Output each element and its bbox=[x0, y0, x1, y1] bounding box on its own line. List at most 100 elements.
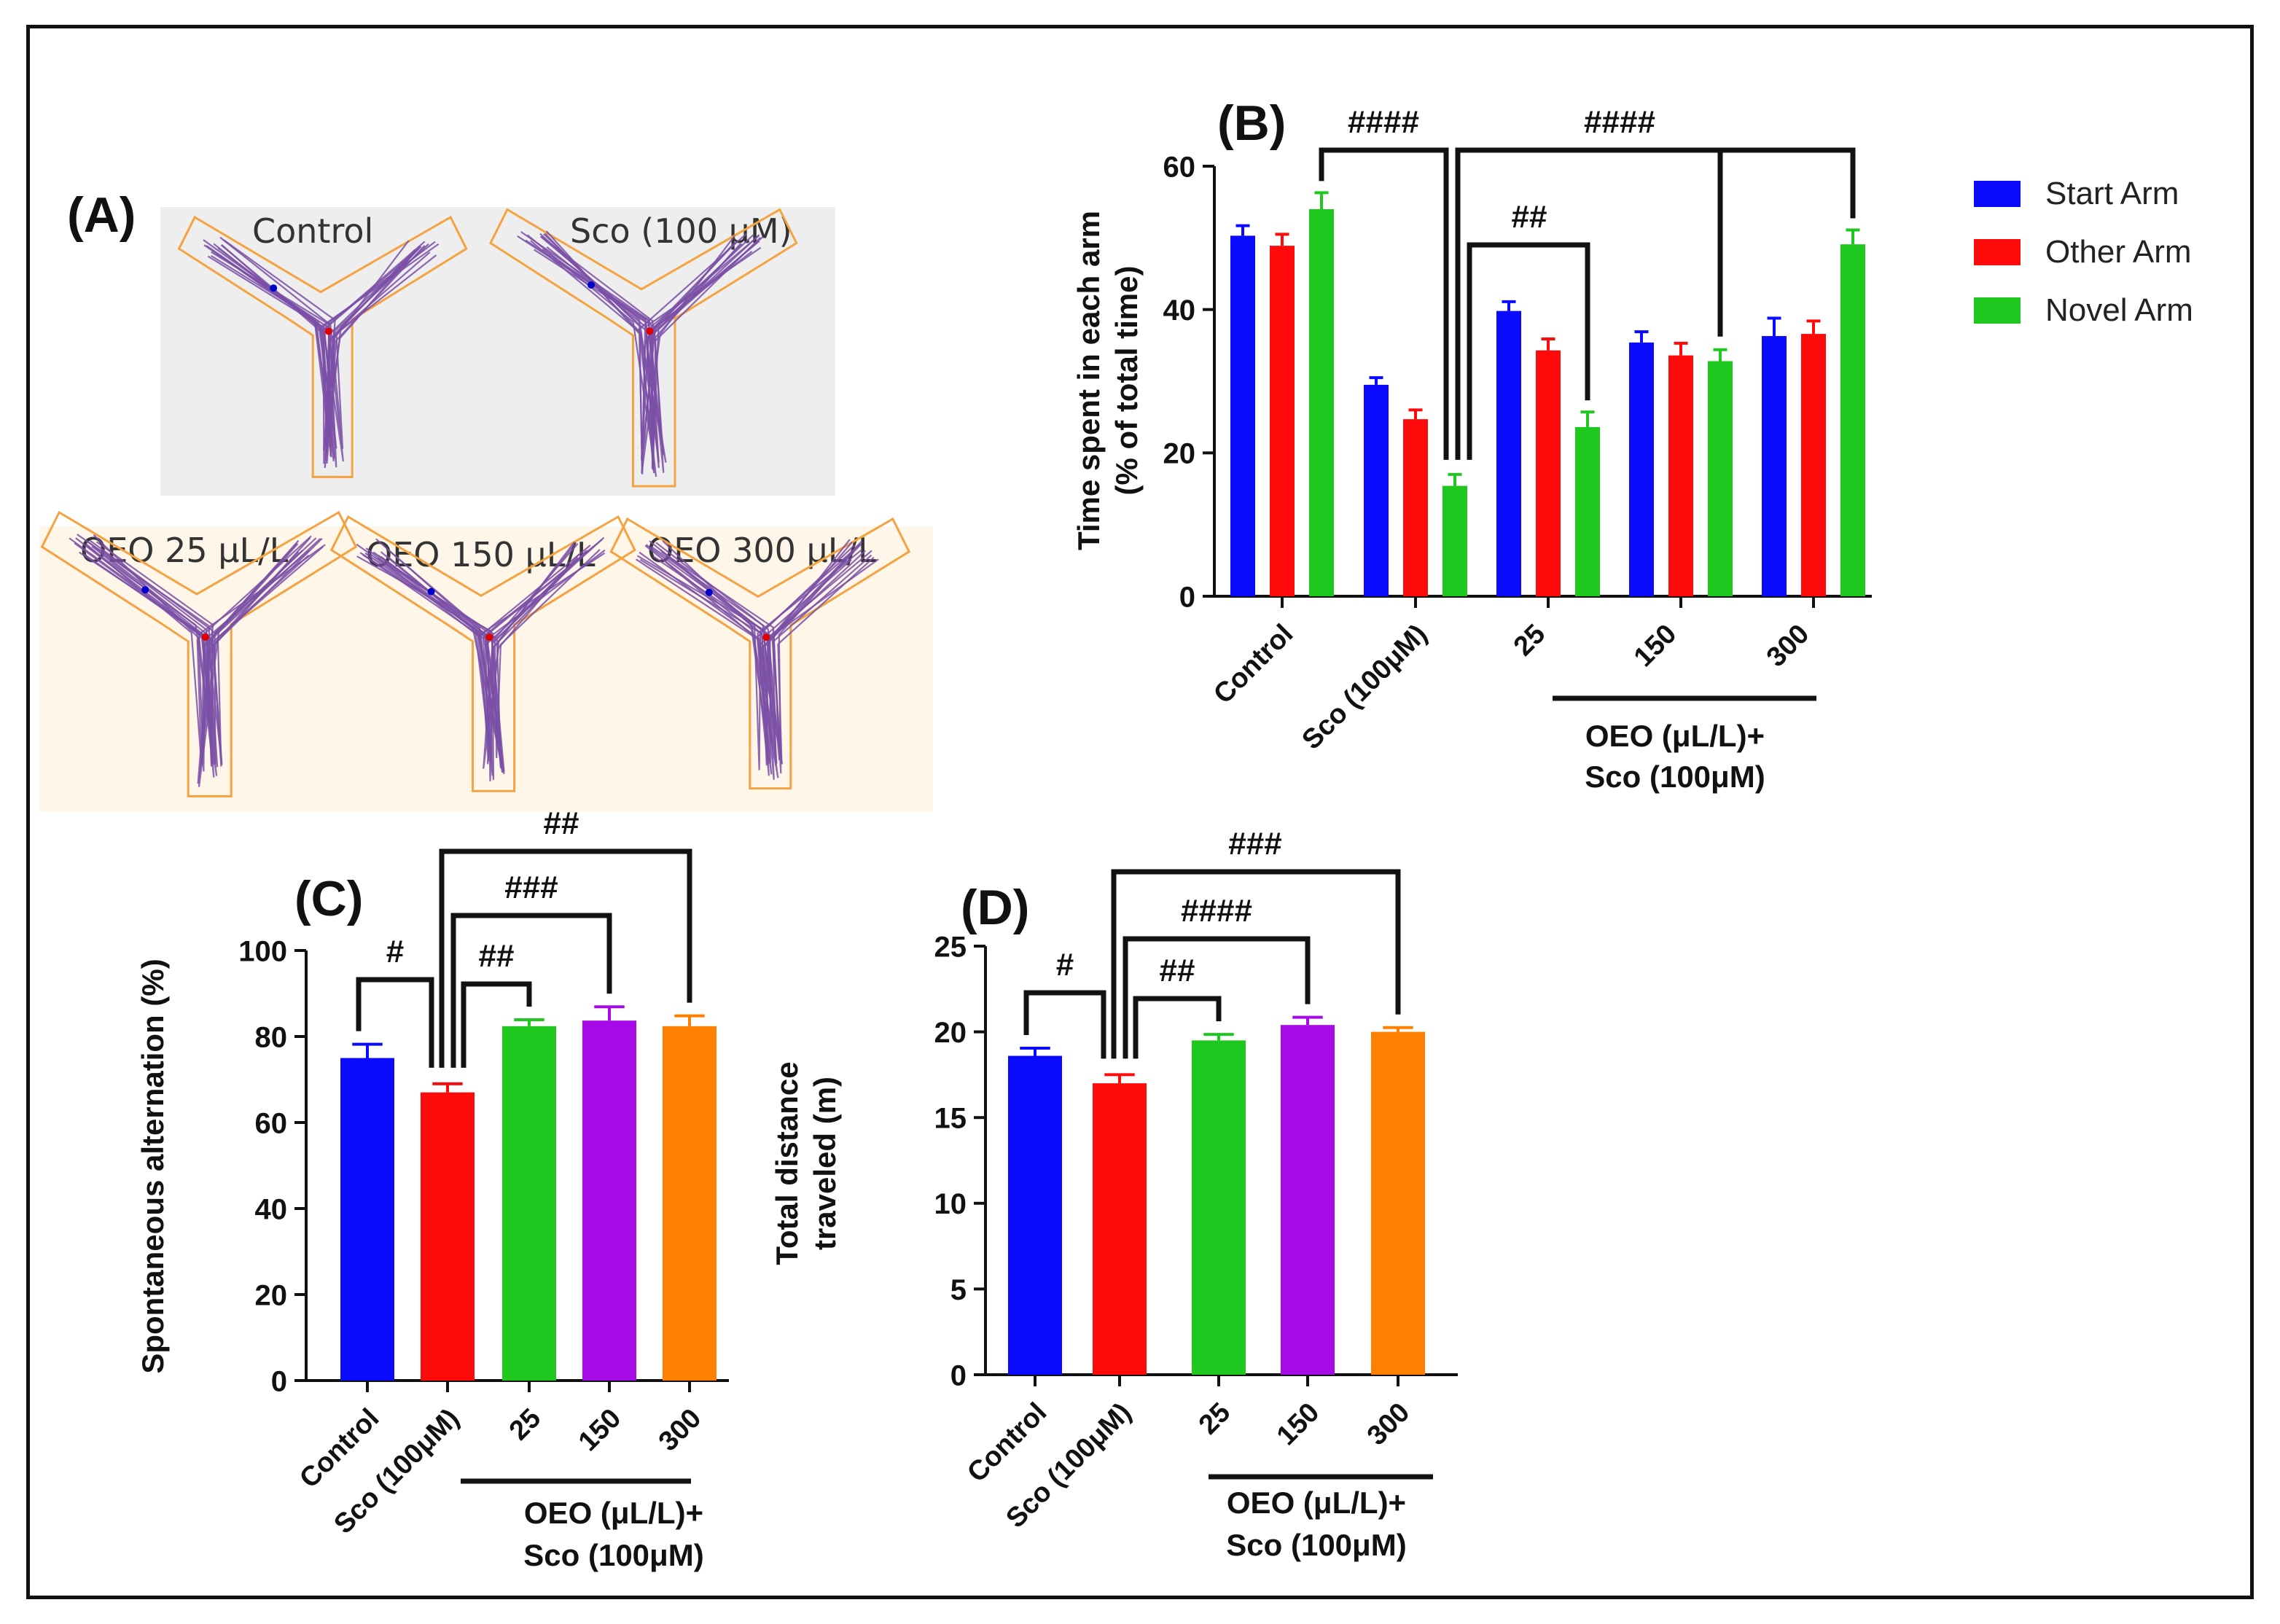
y-tick-label: 20 bbox=[1163, 438, 1196, 470]
end-dot bbox=[324, 327, 332, 335]
bar bbox=[1536, 350, 1561, 596]
bar bbox=[1230, 235, 1255, 596]
y-tick-label: 40 bbox=[255, 1193, 288, 1225]
arm-outline bbox=[609, 517, 911, 790]
y-tick-label: 20 bbox=[934, 1017, 967, 1049]
bar bbox=[1309, 209, 1334, 596]
y-tick-label: 20 bbox=[255, 1279, 288, 1311]
group-label: Sco (100μM) bbox=[523, 1538, 703, 1572]
x-tick-label: Control bbox=[1208, 619, 1299, 710]
y-tick-label: 60 bbox=[255, 1107, 288, 1139]
panel-letter-b: (B) bbox=[1217, 95, 1286, 151]
track-path bbox=[365, 536, 605, 773]
bar bbox=[663, 1026, 717, 1381]
bar bbox=[1403, 419, 1428, 596]
bar bbox=[1008, 1055, 1062, 1375]
significance-bracket bbox=[439, 848, 692, 1068]
significance-bracket bbox=[356, 977, 434, 1068]
bar bbox=[1496, 311, 1521, 596]
track-path bbox=[79, 543, 299, 765]
significance-bracket bbox=[1123, 936, 1311, 1059]
start-dot bbox=[141, 586, 149, 594]
x-tick-label: 150 bbox=[1271, 1397, 1326, 1452]
bar bbox=[1093, 1083, 1147, 1375]
significance-label: ## bbox=[1160, 953, 1195, 988]
significance-label: # bbox=[386, 934, 404, 969]
track-label-control: Control bbox=[252, 211, 374, 251]
arm-outline bbox=[177, 215, 468, 478]
legend-label: Novel Arm bbox=[2045, 292, 2193, 328]
y-maze bbox=[609, 517, 911, 790]
y-tick-label: 5 bbox=[950, 1274, 967, 1306]
significance-bracket bbox=[450, 913, 612, 1068]
legend-swatch bbox=[1974, 239, 2021, 265]
track-path bbox=[219, 236, 429, 460]
start-dot bbox=[427, 587, 435, 596]
significance-label: ### bbox=[504, 870, 558, 905]
y-tick-label: 10 bbox=[934, 1188, 967, 1220]
significance-label: #### bbox=[1181, 893, 1252, 929]
bar bbox=[1270, 246, 1295, 596]
bar bbox=[1575, 426, 1600, 596]
y-tick-label: 80 bbox=[255, 1021, 288, 1053]
significance-bracket bbox=[1467, 242, 1590, 460]
significance-label: ## bbox=[544, 805, 579, 841]
track-path bbox=[75, 537, 300, 765]
y-maze bbox=[40, 510, 358, 797]
group-label: OEO (μL/L)+ bbox=[1585, 719, 1765, 753]
panel-letter-a: (A) bbox=[67, 187, 136, 243]
significance-bracket bbox=[1455, 147, 1856, 460]
end-dot bbox=[485, 633, 493, 641]
y-maze bbox=[177, 215, 468, 478]
significance-label: ### bbox=[1228, 826, 1281, 862]
bar bbox=[1442, 485, 1467, 596]
bar bbox=[1840, 244, 1865, 596]
x-tick-label: 150 bbox=[573, 1403, 628, 1458]
group-label: OEO (μL/L)+ bbox=[1227, 1486, 1406, 1520]
chart-d-letter: (D) bbox=[961, 880, 1029, 935]
bar bbox=[1192, 1040, 1246, 1375]
y-axis-label: Total distance traveled (m) bbox=[770, 1061, 842, 1265]
group-label: Sco (100μM) bbox=[1226, 1528, 1406, 1562]
bar bbox=[502, 1026, 556, 1381]
track-path bbox=[387, 539, 603, 762]
legend-label: Start Arm bbox=[2045, 176, 2179, 211]
start-dot bbox=[270, 284, 278, 292]
significance-label: #### bbox=[1348, 104, 1419, 140]
track-path bbox=[526, 233, 747, 477]
end-dot bbox=[646, 327, 654, 335]
bar bbox=[1364, 384, 1389, 596]
significance-label: #### bbox=[1584, 104, 1655, 140]
track-path bbox=[530, 240, 743, 474]
y-axis-label: Time spent in each arm (% of total time) bbox=[1071, 211, 1144, 550]
bar bbox=[1281, 1025, 1335, 1375]
track-path bbox=[635, 540, 862, 765]
arm-outline bbox=[489, 208, 798, 488]
bar bbox=[1801, 334, 1826, 596]
group-label: OEO (μL/L)+ bbox=[524, 1496, 703, 1530]
track-path bbox=[207, 241, 426, 462]
y-maze bbox=[489, 208, 798, 488]
x-tick-label: Sco (100μM) bbox=[1296, 619, 1433, 756]
bar bbox=[1371, 1031, 1425, 1375]
y-tick-label: 0 bbox=[950, 1359, 967, 1391]
y-tick-label: 60 bbox=[1163, 151, 1196, 183]
track-path bbox=[639, 542, 853, 780]
bar bbox=[1629, 342, 1654, 596]
legend-swatch bbox=[1974, 181, 2021, 207]
end-dot bbox=[201, 633, 209, 641]
y-tick-label: 0 bbox=[1179, 581, 1195, 613]
end-dot bbox=[762, 633, 770, 641]
x-tick-label: 25 bbox=[504, 1403, 547, 1447]
bar bbox=[421, 1092, 475, 1381]
x-tick-label: 300 bbox=[653, 1403, 708, 1458]
track-path bbox=[662, 540, 863, 778]
track-path bbox=[203, 239, 418, 449]
legend-swatch bbox=[1974, 297, 2021, 324]
significance-bracket bbox=[1023, 990, 1106, 1059]
x-tick-label: 25 bbox=[1508, 619, 1552, 663]
